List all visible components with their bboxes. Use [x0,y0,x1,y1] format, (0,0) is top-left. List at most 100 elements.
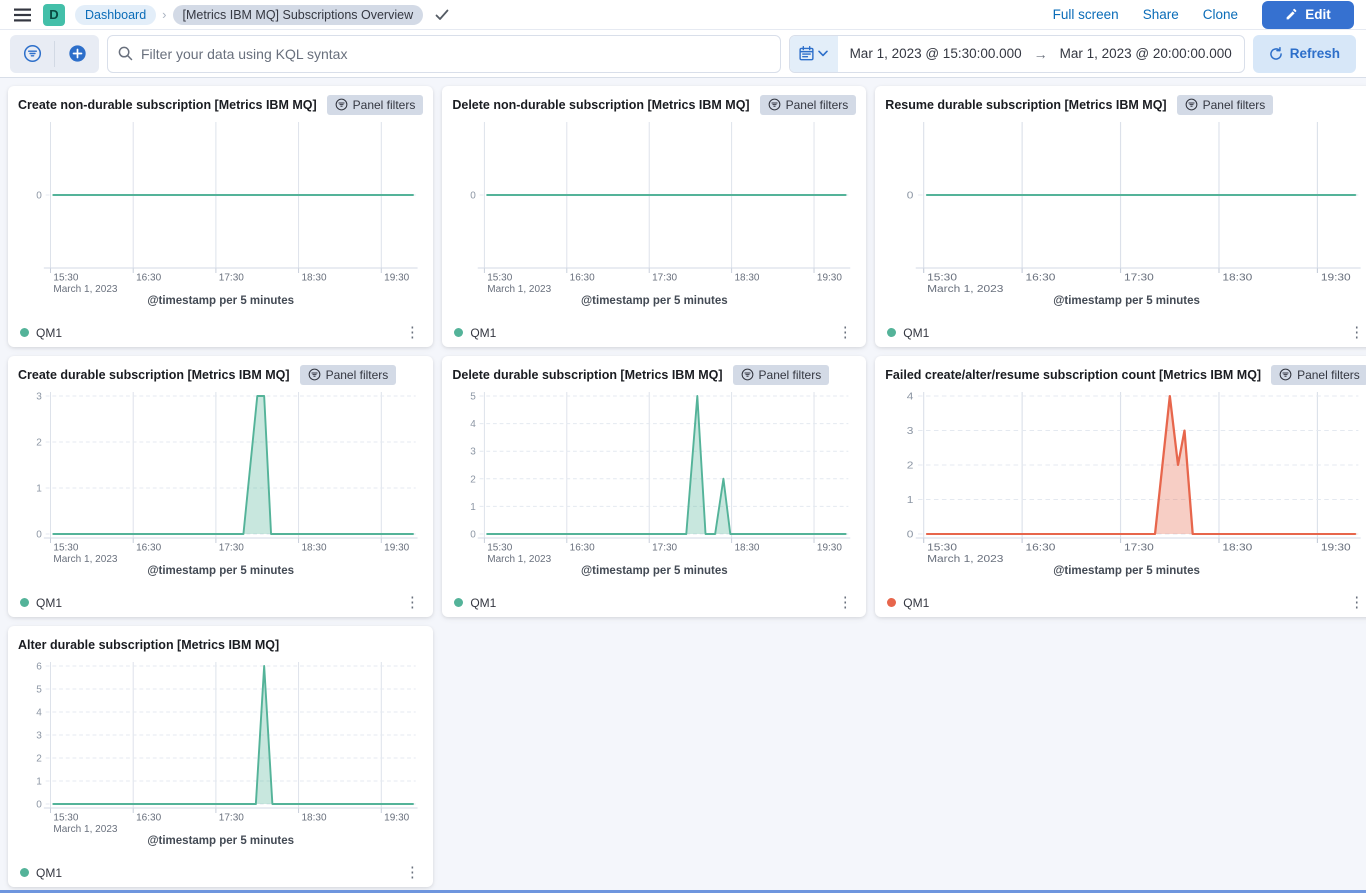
panel-title: Create durable subscription [Metrics IBM… [18,367,290,382]
legend-row: QM1 ⋮ [885,323,1366,343]
svg-text:March 1, 2023: March 1, 2023 [488,554,552,564]
svg-text:1: 1 [36,483,42,494]
legend-row: QM1 ⋮ [885,593,1366,613]
panel-filters-badge[interactable]: Panel filters [299,364,397,385]
x-axis-title: @timestamp per 5 minutes [1053,565,1200,577]
legend-item[interactable]: QM1 [454,596,496,610]
x-axis-title: @timestamp per 5 minutes [580,565,728,577]
svg-text:March 1, 2023: March 1, 2023 [53,824,117,834]
search-icon [118,46,133,61]
svg-text:15:30: 15:30 [488,542,513,553]
panel-options-icon[interactable]: ⋮ [404,594,420,611]
panel-options-icon[interactable]: ⋮ [404,324,420,341]
legend-item[interactable]: QM1 [887,326,929,340]
svg-text:3: 3 [36,391,42,402]
legend-label: QM1 [470,325,497,340]
svg-text:18:30: 18:30 [1223,272,1253,283]
legend-item[interactable]: QM1 [20,866,62,880]
date-range-end[interactable]: Mar 1, 2023 @ 20:00:00.000 [1059,46,1232,61]
legend-row: QM1 ⋮ [452,323,856,343]
legend-row: QM1 ⋮ [18,593,423,613]
legend-row: QM1 ⋮ [18,863,423,883]
legend-item[interactable]: QM1 [454,326,496,340]
filter-in-circle-icon [23,44,41,63]
panel-title: Alter durable subscription [Metrics IBM … [18,637,280,652]
svg-text:March 1, 2023: March 1, 2023 [53,284,117,294]
svg-text:18:30: 18:30 [735,542,760,553]
share-button[interactable]: Share [1142,7,1179,22]
breadcrumb-dashboard[interactable]: Dashboard [75,4,157,25]
check-icon [435,9,449,20]
panel-filters-badge[interactable]: Panel filters [1271,364,1366,385]
pencil-icon [1286,8,1297,20]
legend-row: QM1 ⋮ [18,323,423,343]
svg-text:March 1, 2023: March 1, 2023 [488,284,552,294]
divider [54,40,55,67]
panel-header: Resume durable subscription [Metrics IBM… [885,94,1366,115]
chart-area: 15:30 March 1, 2023 16:30 17:30 18:30 19:30 0 [452,116,856,294]
plus-in-circle-icon [68,45,86,62]
legend-label: QM1 [36,325,63,340]
svg-text:16:30: 16:30 [136,812,161,823]
svg-text:19:30: 19:30 [1321,542,1351,553]
panel-options-icon[interactable]: ⋮ [837,324,853,341]
full-screen-button[interactable]: Full screen [1052,7,1119,22]
chart-area: 15:30 March 1, 2023 16:30 17:30 18:30 19:30 0 1… [18,386,423,564]
panel-filters-badge[interactable]: Panel filters [326,94,424,115]
legend-item[interactable]: QM1 [20,596,62,610]
panel-options-icon[interactable]: ⋮ [837,594,853,611]
filter-icon [768,98,780,111]
svg-text:0: 0 [36,190,42,201]
panel-options-icon[interactable]: ⋮ [1349,324,1365,341]
refresh-button[interactable]: Refresh [1252,34,1356,73]
x-axis-title: @timestamp per 5 minutes [1053,295,1200,307]
panel-filters-badge[interactable]: Panel filters [1176,94,1274,115]
svg-text:16:30: 16:30 [570,542,595,553]
add-filter-button[interactable] [55,35,99,73]
legend-dot-icon [887,328,897,337]
panel-options-icon[interactable]: ⋮ [404,864,420,881]
filter-icon [1185,98,1197,111]
panel-title: Delete durable subscription [Metrics IBM… [452,367,723,382]
calendar-icon [799,46,814,61]
svg-text:17:30: 17:30 [1124,542,1154,553]
edit-button[interactable]: Edit [1262,0,1354,29]
dashboard-panel: Delete durable subscription [Metrics IBM… [442,356,867,617]
legend-label: QM1 [903,325,930,340]
panel-header: Delete durable subscription [Metrics IBM… [452,364,856,385]
space-avatar[interactable]: D [43,3,65,26]
panel-filters-badge[interactable]: Panel filters [732,364,830,385]
menu-icon[interactable] [12,6,33,24]
svg-text:17:30: 17:30 [219,272,244,283]
x-axis-title: @timestamp per 5 minutes [147,565,295,577]
clone-button[interactable]: Clone [1202,7,1238,22]
saved-query-filter-button[interactable] [10,35,54,73]
bottom-edge-bar [0,890,1366,893]
chart-area: 15:30 March 1, 2023 16:30 17:30 18:30 19:30 0 1… [18,656,423,834]
svg-text:19:30: 19:30 [384,812,409,823]
date-range-start[interactable]: Mar 1, 2023 @ 15:30:00.000 [849,46,1022,61]
svg-text:0: 0 [36,529,42,540]
svg-text:0: 0 [907,529,914,540]
svg-text:19:30: 19:30 [817,542,842,553]
svg-text:15:30: 15:30 [927,542,957,553]
panel-header: Delete non-durable subscription [Metrics… [452,94,857,115]
svg-text:0: 0 [36,799,42,810]
x-axis-title: @timestamp per 5 minutes [580,295,728,307]
legend-label: QM1 [36,595,63,610]
legend-label: QM1 [903,595,930,610]
legend-item[interactable]: QM1 [20,326,62,340]
kql-search-input[interactable] [141,45,770,62]
date-quick-select-button[interactable] [789,35,838,72]
filter-icon [741,368,753,381]
dashboard-panel: Alter durable subscription [Metrics IBM … [8,626,434,887]
svg-text:3: 3 [471,447,477,458]
legend-item[interactable]: QM1 [887,596,929,610]
panel-filters-badge[interactable]: Panel filters [759,94,857,115]
chart-area: 15:30 March 1, 2023 16:30 17:30 18:30 19:30 0 1… [885,386,1366,564]
legend-dot-icon [20,598,29,607]
query-toolbar: Mar 1, 2023 @ 15:30:00.000 → Mar 1, 2023… [0,30,1366,78]
panel-options-icon[interactable]: ⋮ [1349,594,1365,611]
